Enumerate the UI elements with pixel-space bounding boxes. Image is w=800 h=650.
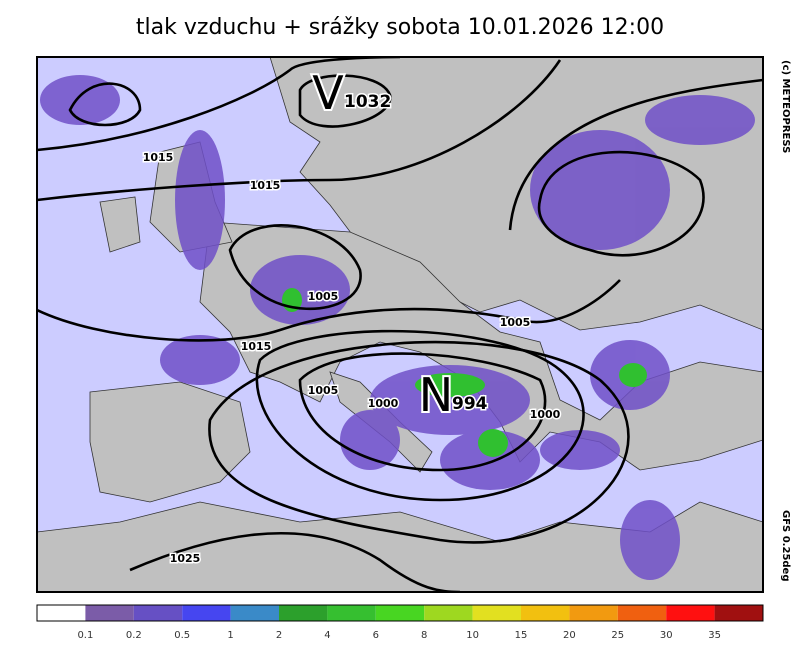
isobar-label: 1000 (368, 397, 399, 410)
legend: 0.1 0.2 0.5 1 2 4 6 8 10 15 20 25 30 35 (36, 604, 764, 641)
isobar-label: 1025 (170, 552, 201, 565)
legend-swatch (666, 605, 715, 621)
legend-swatch (230, 605, 279, 621)
legend-tick-label: 2 (276, 630, 282, 641)
legend-frame (36, 604, 764, 622)
map-frame (36, 56, 764, 593)
legend-tick-label: 30 (660, 630, 673, 641)
legend-swatch (37, 605, 86, 621)
legend-tick-label: 25 (611, 630, 624, 641)
isobar-label: 1015 (143, 151, 174, 164)
legend-tick-label: 4 (324, 630, 330, 641)
isobar-label: 1000 (530, 408, 561, 421)
center-pressure: 994 (452, 394, 488, 414)
legend-swatch (472, 605, 521, 621)
legend-tick-label: 1 (227, 630, 233, 641)
isobar-label: 1005 (500, 316, 531, 329)
legend-tick-label: 0.2 (126, 630, 142, 641)
legend-tick-label: 8 (421, 630, 427, 641)
legend-tick-label: 35 (708, 630, 721, 641)
legend-swatch (375, 605, 425, 621)
legend-tick-label: 20 (563, 630, 576, 641)
isobar-label: 1015 (241, 340, 272, 353)
legend-swatch (279, 605, 328, 621)
legend-tick-label: 15 (515, 630, 528, 641)
center-pressure: 1032 (344, 92, 391, 112)
copyright: (c) METEOPRESS (780, 60, 791, 153)
map-labels: 1015 1015 1005 1015 1005 1005 1000 1000 1025 V 103… (141, 64, 562, 567)
model-name: GFS 0.25deg (780, 510, 791, 582)
isobar-label: 1005 (308, 290, 339, 303)
legend-swatch (617, 605, 667, 621)
legend-swatch (182, 605, 231, 621)
legend-tick-label: 6 (373, 630, 379, 641)
legend-swatch (569, 605, 618, 621)
legend-swatch (85, 605, 134, 621)
legend-tick-label: 0.5 (174, 630, 190, 641)
legend-tick-label: 10 (466, 630, 479, 641)
isobar-label: 1005 (308, 384, 339, 397)
legend-swatch (327, 605, 376, 621)
legend-tick-label: 0.1 (77, 630, 93, 641)
map: 1015 1015 1005 1015 1005 1005 1000 1000 1025 V 103… (37, 57, 763, 592)
center-letter: V (312, 66, 344, 120)
legend-swatch (521, 605, 570, 621)
isobar-label: 1015 (250, 179, 281, 192)
legend-swatch (714, 605, 763, 621)
isobars (37, 57, 763, 592)
legend-swatch (133, 605, 183, 621)
legend-swatch (424, 605, 473, 621)
title: tlak vzduchu + srážky sobota 10.01.2026 … (136, 15, 664, 40)
center-letter: N (419, 368, 453, 422)
